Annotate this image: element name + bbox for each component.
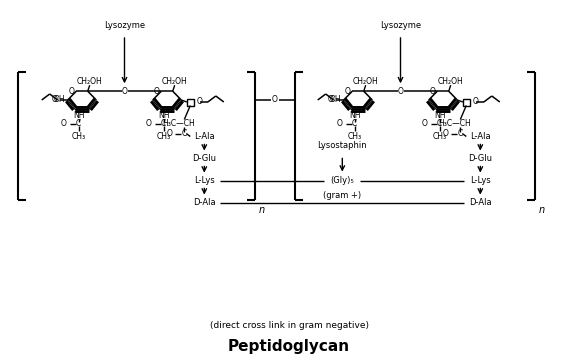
Text: CH₂OH: CH₂OH <box>77 77 102 86</box>
Text: O: O <box>197 98 203 107</box>
Text: NH: NH <box>158 111 170 120</box>
Text: C: C <box>352 119 357 128</box>
Text: L-Lys: L-Lys <box>470 176 490 185</box>
Text: n: n <box>259 205 265 215</box>
Text: O: O <box>166 129 173 138</box>
Text: O: O <box>68 87 74 96</box>
Bar <box>463 99 470 105</box>
Text: O: O <box>473 98 479 107</box>
Text: OH: OH <box>330 95 342 104</box>
Text: C: C <box>161 119 166 128</box>
Text: D-Glu: D-Glu <box>468 154 492 163</box>
Text: Lysozyme: Lysozyme <box>104 21 145 30</box>
Text: O: O <box>122 87 127 96</box>
Text: L-Ala: L-Ala <box>470 132 490 141</box>
Text: C: C <box>437 119 442 128</box>
Text: CH₂OH: CH₂OH <box>162 77 188 86</box>
Text: O: O <box>442 129 448 138</box>
Text: CH₃: CH₃ <box>433 132 447 141</box>
Text: O: O <box>61 119 67 128</box>
Text: n: n <box>539 205 545 215</box>
Text: H₃C—CH: H₃C—CH <box>162 119 195 128</box>
Text: NH: NH <box>434 111 445 120</box>
Text: CH₂OH: CH₂OH <box>438 77 464 86</box>
Text: L-Ala: L-Ala <box>194 132 215 141</box>
Text: Lysozyme: Lysozyme <box>380 21 421 30</box>
Text: CH₂OH: CH₂OH <box>353 77 379 86</box>
Text: D-Ala: D-Ala <box>469 198 492 207</box>
Text: Lysostaphin: Lysostaphin <box>317 141 367 150</box>
Text: (direct cross link in gram negative): (direct cross link in gram negative) <box>210 320 368 329</box>
Text: C: C <box>76 119 81 128</box>
Text: O: O <box>345 87 350 96</box>
Text: (gram +): (gram +) <box>323 192 361 201</box>
Text: O: O <box>328 95 334 104</box>
Text: Peptidoglycan: Peptidoglycan <box>228 338 350 354</box>
Text: O: O <box>52 95 58 104</box>
Text: D-Ala: D-Ala <box>193 198 215 207</box>
Text: CH₃: CH₃ <box>157 132 171 141</box>
Text: OH: OH <box>54 95 65 104</box>
Text: D-Glu: D-Glu <box>192 154 217 163</box>
Text: O: O <box>430 87 435 96</box>
Bar <box>187 99 194 105</box>
Text: O: O <box>337 119 343 128</box>
Text: O: O <box>153 87 159 96</box>
Text: NH: NH <box>349 111 361 120</box>
Text: C: C <box>182 129 187 138</box>
Text: CH₃: CH₃ <box>347 132 362 141</box>
Text: H₃C—CH: H₃C—CH <box>438 119 471 128</box>
Text: O: O <box>422 119 428 128</box>
Text: O: O <box>146 119 152 128</box>
Text: (Gly)₅: (Gly)₅ <box>331 176 354 185</box>
Text: L-Lys: L-Lys <box>194 176 215 185</box>
Text: CH₃: CH₃ <box>72 132 86 141</box>
Text: NH: NH <box>73 111 85 120</box>
Text: C: C <box>457 129 463 138</box>
Text: O: O <box>272 95 278 104</box>
Text: O: O <box>398 87 404 96</box>
